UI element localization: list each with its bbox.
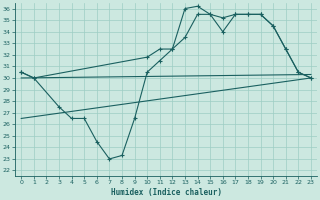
X-axis label: Humidex (Indice chaleur): Humidex (Indice chaleur) [111, 188, 221, 197]
